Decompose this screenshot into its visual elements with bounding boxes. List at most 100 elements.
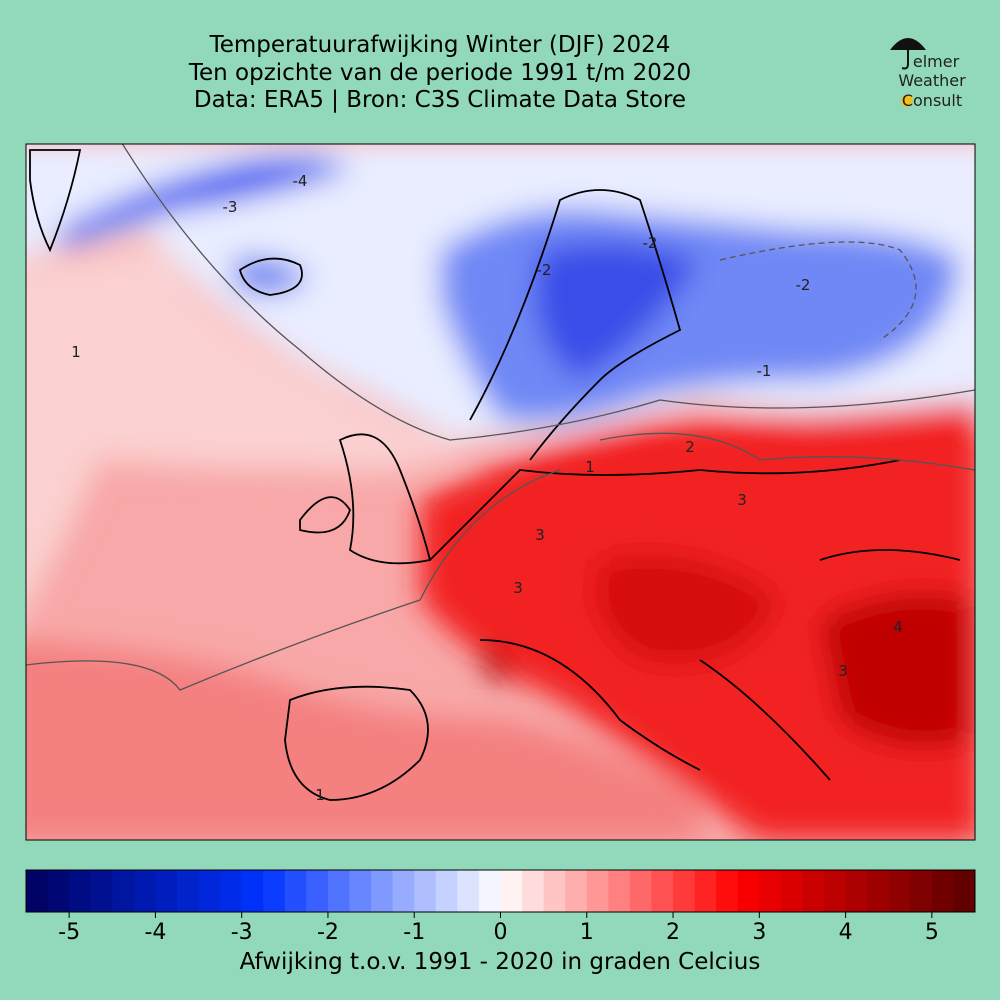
colorbar-label: Afwijking t.o.v. 1991 - 2020 in graden C… xyxy=(240,949,761,975)
colorbar-segment xyxy=(198,870,221,912)
map-frame xyxy=(25,143,976,841)
contour-zero xyxy=(121,144,975,441)
colorbar-tick-label: -3 xyxy=(231,920,253,945)
colorbar-segment xyxy=(392,870,415,912)
contour-label: 1 xyxy=(71,343,81,361)
colorbar-segment xyxy=(220,870,243,912)
colorbar-segment xyxy=(500,870,523,912)
colorbar-segment xyxy=(155,870,178,912)
colorbar-segment xyxy=(629,870,652,912)
contour-neg xyxy=(719,241,917,341)
greenland xyxy=(29,149,82,253)
colorbar-segment xyxy=(586,870,609,912)
umbrella-icon xyxy=(890,38,926,50)
contour-one xyxy=(26,469,561,691)
colorbar-segment xyxy=(802,870,825,912)
colorbar-segment xyxy=(26,870,49,912)
contour-label: -2 xyxy=(537,261,552,279)
colorbar-segment xyxy=(522,870,545,912)
colorbar-segment xyxy=(69,870,92,912)
umbrella-handle xyxy=(901,48,909,70)
contour-label: -1 xyxy=(757,362,772,380)
colorbar-tick-label: -5 xyxy=(58,920,80,945)
title-line: Temperatuurafwijking Winter (DJF) 2024 xyxy=(209,32,671,58)
colorbar-tick-label: 4 xyxy=(839,920,853,945)
colorbar-segment xyxy=(435,870,458,912)
colorbar-segment xyxy=(112,870,135,912)
colorbar-segment xyxy=(327,870,351,912)
colorbar-segment xyxy=(284,870,307,912)
contour-labels: -3 -4 -2 -2 -1 -2 1 1 2 3 3 3 4 3 1 xyxy=(71,172,903,804)
logo-text: elmer xyxy=(913,52,960,71)
logo: elmer Weather Consult xyxy=(890,38,966,110)
contour-label: 1 xyxy=(585,458,595,476)
logo-text: Consult xyxy=(902,91,962,110)
contour-label: 3 xyxy=(737,491,747,509)
contour-label: 4 xyxy=(893,618,903,636)
colorbar-segment xyxy=(608,870,631,912)
colorbar-segment xyxy=(931,870,954,912)
colorbar-segment xyxy=(953,870,976,912)
colorbar-segment xyxy=(694,870,717,912)
colorbar-segment xyxy=(263,870,286,912)
contour-label: 2 xyxy=(685,438,695,456)
iceland xyxy=(238,257,303,296)
contour-label: 3 xyxy=(513,579,523,597)
colorbar-tick-label: 3 xyxy=(752,920,766,945)
colorbar-segment xyxy=(888,870,911,912)
colorbar-segment xyxy=(47,870,70,912)
colorbar-tick-label: -4 xyxy=(144,920,166,945)
logo-text: Weather xyxy=(898,71,966,90)
contour-label: -4 xyxy=(293,172,308,190)
colorbar-segment xyxy=(543,870,566,912)
colorbar-segment xyxy=(349,870,372,912)
colorbar: -5 -4 -3 -2 -1 0 1 2 3 4 5 xyxy=(26,870,976,945)
colorbar-segment xyxy=(241,870,264,912)
colorbar-tick-label: 2 xyxy=(666,920,680,945)
continent xyxy=(429,459,961,781)
colorbar-segment xyxy=(371,870,394,912)
colorbar-segment xyxy=(910,870,933,912)
colorbar-segment xyxy=(737,870,760,912)
colorbar-segment xyxy=(414,870,437,912)
colorbar-tick-label: -1 xyxy=(403,920,425,945)
contour-label: -2 xyxy=(796,276,811,294)
scandinavia xyxy=(469,189,682,461)
colorbar-segment xyxy=(716,870,739,912)
colorbar-segment xyxy=(867,870,890,912)
colorbar-tick-label: 0 xyxy=(494,920,508,945)
contours xyxy=(26,144,975,691)
iberia xyxy=(284,685,429,801)
contour-label: -2 xyxy=(643,234,658,252)
colorbar-frame xyxy=(25,869,976,913)
british-isles xyxy=(299,433,432,565)
colorbar-segment xyxy=(780,870,803,912)
colorbar-segment xyxy=(306,870,329,912)
colorbar-segment xyxy=(845,870,868,912)
contour-label: -3 xyxy=(223,198,238,216)
colorbar-tick-label: 5 xyxy=(925,920,939,945)
colorbar-segment xyxy=(759,870,782,912)
colorbar-segment xyxy=(457,870,480,912)
colorbar-segment xyxy=(673,870,696,912)
title-line: Ten opzichte van de periode 1991 t/m 202… xyxy=(188,60,691,86)
colorbar-tick-label: 1 xyxy=(580,920,594,945)
map: -3 -4 -2 -2 -1 -2 1 1 2 3 3 3 4 3 1 xyxy=(26,144,975,840)
contour-two xyxy=(599,432,975,471)
title-line: Data: ERA5 | Bron: C3S Climate Data Stor… xyxy=(194,87,686,113)
colorbar-segment xyxy=(651,870,674,912)
contour-label: 3 xyxy=(838,662,848,680)
colorbar-segment xyxy=(176,870,200,912)
colorbar-segment xyxy=(90,870,113,912)
contour-label: 1 xyxy=(315,786,325,804)
colorbar-tick-label: -2 xyxy=(317,920,339,945)
coastlines xyxy=(29,149,961,801)
sun-icon xyxy=(901,95,913,107)
colorbar-segment xyxy=(824,870,847,912)
colorbar-segment xyxy=(478,870,501,912)
colorbar-segment xyxy=(133,870,156,912)
colorbar-segment xyxy=(565,870,588,912)
contour-label: 3 xyxy=(535,526,545,544)
